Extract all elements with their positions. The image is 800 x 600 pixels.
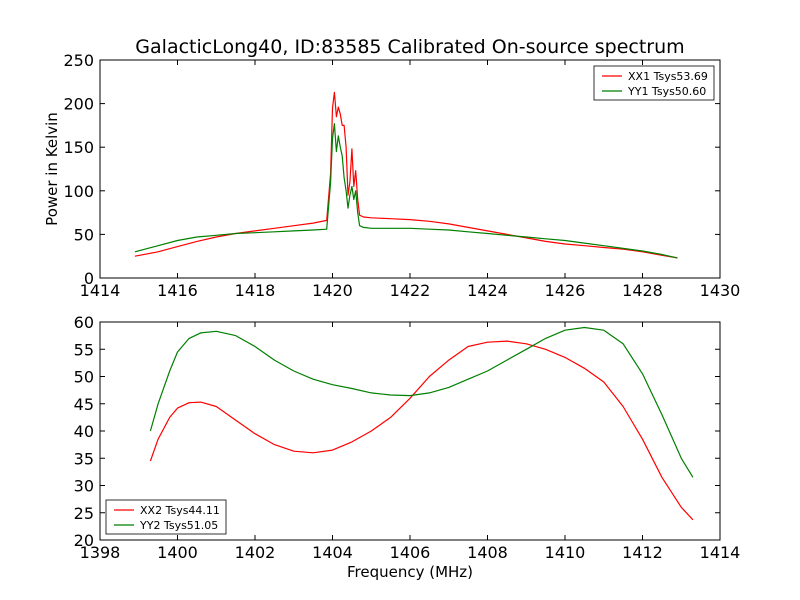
y-tick-label: 60 bbox=[74, 313, 94, 332]
legend-box bbox=[105, 499, 227, 535]
series-line-xx bbox=[134, 91, 678, 259]
y-tick-label: 0 bbox=[84, 269, 94, 288]
x-tick-label: 1428 bbox=[622, 281, 663, 300]
x-tick-label: 1406 bbox=[390, 543, 431, 562]
legend: XX1 Tsys53.69 YY1 Tsys50.60 bbox=[593, 65, 715, 101]
x-tick-label: 1414 bbox=[80, 281, 121, 300]
x-tick-label: 1422 bbox=[390, 281, 431, 300]
legend: XX2 Tsys44.11 YY2 Tsys51.05 bbox=[105, 499, 227, 535]
x-tick-label: 1402 bbox=[235, 543, 276, 562]
x-tick-label: 1416 bbox=[157, 281, 198, 300]
series-line-yy bbox=[149, 326, 694, 478]
x-tick-label: 1410 bbox=[545, 543, 586, 562]
chart-title: GalacticLong40, ID:83585 Calibrated On-s… bbox=[135, 36, 684, 58]
x-tick-label: 1412 bbox=[622, 543, 663, 562]
y-tick-label: 25 bbox=[74, 504, 94, 523]
series-line-xx bbox=[149, 340, 694, 521]
legend-label: YY1 Tsys50.60 bbox=[627, 85, 706, 98]
bottom-panel: 1398 1400 1402 1404 1406 1408 1410 1412 1414 20 25… bbox=[74, 313, 741, 581]
legend-label: YY2 Tsys51.05 bbox=[139, 519, 218, 532]
y-tick-label: 35 bbox=[74, 449, 94, 468]
x-tick-label: 1398 bbox=[80, 543, 121, 562]
series-line-yy bbox=[134, 123, 678, 259]
y-tick-label: 55 bbox=[74, 340, 94, 359]
plot-lines bbox=[134, 91, 678, 259]
x-tick-label: 1426 bbox=[545, 281, 586, 300]
y-tick-label: 250 bbox=[63, 51, 94, 70]
legend-label: XX2 Tsys44.11 bbox=[140, 504, 220, 517]
plot-lines bbox=[149, 326, 694, 521]
y-tick-label: 200 bbox=[63, 95, 94, 114]
top-panel: 1414 1416 1418 1420 1422 1424 1426 1428 1430 0 50 1… bbox=[43, 51, 740, 300]
y-tick-label: 20 bbox=[74, 531, 94, 550]
x-tick-label: 1420 bbox=[312, 281, 353, 300]
x-tick-label: 1404 bbox=[312, 543, 353, 562]
y-tick-label: 30 bbox=[74, 477, 94, 496]
x-tick-label: 1400 bbox=[157, 543, 198, 562]
x-tick-label: 1418 bbox=[235, 281, 276, 300]
x-axis-label: Frequency (MHz) bbox=[347, 563, 473, 581]
y-tick-label: 40 bbox=[74, 422, 94, 441]
legend-box bbox=[593, 65, 715, 101]
y-tick-label: 100 bbox=[63, 182, 94, 201]
y-tick-label: 45 bbox=[74, 395, 94, 414]
y-axis-label: Power in Kelvin bbox=[43, 112, 61, 226]
x-tick-label: 1430 bbox=[700, 281, 741, 300]
x-tick-label: 1408 bbox=[467, 543, 508, 562]
legend-label: XX1 Tsys53.69 bbox=[628, 70, 708, 83]
x-tick-label: 1414 bbox=[700, 543, 741, 562]
y-tick-label: 50 bbox=[74, 225, 94, 244]
y-tick-label: 50 bbox=[74, 368, 94, 387]
y-tick-label: 150 bbox=[63, 138, 94, 157]
x-tick-label: 1424 bbox=[467, 281, 508, 300]
